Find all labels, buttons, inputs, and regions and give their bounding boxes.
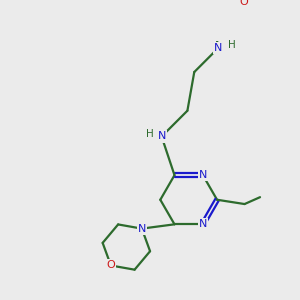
Text: N: N — [138, 224, 146, 234]
Text: N: N — [158, 131, 166, 142]
Text: H: H — [146, 129, 153, 139]
Text: N: N — [214, 43, 223, 53]
Text: N: N — [199, 170, 207, 180]
Text: O: O — [240, 0, 248, 8]
Text: O: O — [106, 260, 115, 271]
Text: H: H — [228, 40, 236, 50]
Text: N: N — [199, 219, 207, 229]
